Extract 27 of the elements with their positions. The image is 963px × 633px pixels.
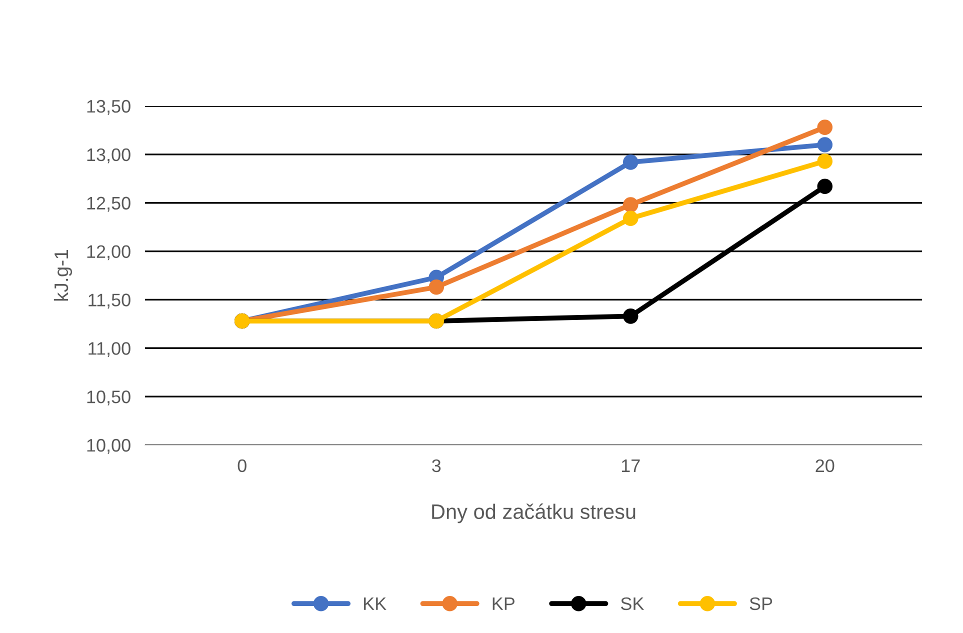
legend-label: KK [364,598,386,610]
legend-label: SP [750,597,772,610]
y-tick-label: 13,00 [87,148,130,164]
y-axis-title: kJ.g-1 [54,250,72,301]
x-tick-label: 0 [238,459,246,472]
point [817,137,833,152]
point [622,197,638,212]
point [817,120,833,135]
point [622,210,638,226]
point [428,279,444,295]
legend-label: SK [620,597,644,610]
point [817,154,833,169]
x-tick-label: 20 [816,459,834,472]
y-tick-label: 12,00 [87,245,130,260]
y-tick-label: 12,50 [87,196,130,212]
y-tick-label: 10,50 [87,390,130,406]
point [622,308,638,324]
point [817,178,833,194]
y-tick-label: 10,00 [87,438,130,454]
x-tick-label: 3 [432,459,441,472]
y-tick-label: 11,50 [88,294,130,309]
y-tick-label: 13,50 [87,100,130,115]
point [622,154,638,170]
y-tick-label: 11,00 [88,342,130,357]
legend-label: KP [492,598,514,610]
x-axis-title: Dny od začátku stresu [432,504,636,524]
x-tick-label: 17 [622,460,640,472]
